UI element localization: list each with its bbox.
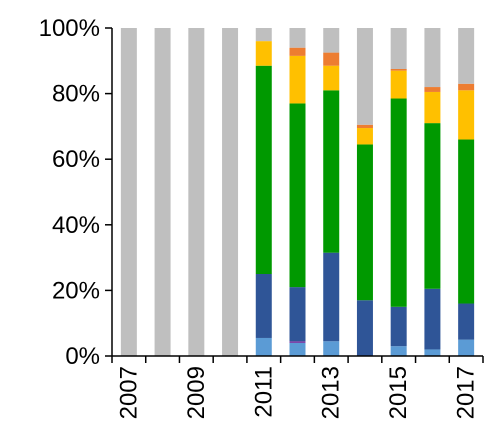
bar-segment-2017-s3 (458, 139, 475, 304)
bar-segment-2011-s2 (255, 274, 272, 338)
bar-segment-2012-s0 (289, 342, 306, 356)
bar-segment-2014-s3 (356, 144, 373, 301)
bar-segment-2012-s6 (289, 28, 306, 48)
y-tick-label: 20% (52, 277, 100, 304)
bar-segment-2014-s4 (356, 128, 373, 145)
x-tick-label-2017: 2017 (453, 366, 480, 419)
bar-segment-2017-s6 (458, 28, 475, 84)
y-tick-label: 0% (65, 343, 100, 370)
bar-segment-2016-s6 (424, 28, 441, 88)
bar-segment-2016-s2 (424, 288, 441, 350)
bar-segment-2014-s6 (356, 28, 373, 125)
bar-segment-2014-s5 (356, 124, 373, 129)
x-tick-label-2013: 2013 (318, 366, 345, 419)
y-tick-labels: 0% 20% 40% 60% 80% 100% (39, 15, 100, 370)
bar-segment-2013-s3 (323, 90, 340, 253)
bar-segment-2015-s4 (390, 70, 407, 99)
bar-segment-2011-s0 (255, 337, 272, 356)
bar-segment-2011-s4 (255, 41, 272, 66)
x-tick-label-2009: 2009 (183, 366, 210, 419)
x-tick-labels: 2007 2009 2011 2013 2015 2017 (115, 366, 479, 419)
bar-segment-2016-s0 (424, 349, 441, 356)
bar-segment-2012-s1 (289, 341, 306, 343)
bar-segment-2013-s6 (323, 28, 340, 53)
axes-group (105, 27, 484, 363)
bar-segment-2008-s6 (154, 28, 171, 356)
y-tick-label: 100% (39, 15, 100, 42)
bar-segment-2013-s0 (323, 341, 340, 356)
bar-segment-2015-s0 (390, 346, 407, 356)
bars-group (120, 28, 475, 356)
y-tick-label: 60% (52, 146, 100, 173)
bar-segment-2014-s2 (356, 300, 373, 356)
bar-segment-2007-s6 (120, 28, 137, 356)
bar-segment-2016-s4 (424, 91, 441, 124)
bar-segment-2011-s6 (255, 28, 272, 42)
x-tick-label-2007: 2007 (115, 366, 142, 419)
bar-segment-2016-s5 (424, 87, 441, 92)
bar-segment-2015-s3 (390, 98, 407, 307)
bar-segment-2009-s6 (188, 28, 205, 356)
bar-segment-2017-s0 (458, 339, 475, 356)
bar-segment-2017-s2 (458, 303, 475, 340)
bar-segment-2015-s5 (390, 69, 407, 71)
bar-segment-2013-s2 (323, 252, 340, 342)
x-tick-label-2015: 2015 (385, 366, 412, 419)
y-tick-label: 80% (52, 81, 100, 108)
bar-segment-2013-s4 (323, 65, 340, 91)
bar-segment-2011-s3 (255, 65, 272, 274)
bar-segment-2015-s6 (390, 28, 407, 69)
bar-segment-2012-s2 (289, 287, 306, 342)
bar-segment-2012-s4 (289, 55, 306, 104)
bar-segment-2017-s5 (458, 83, 475, 91)
bar-segment-2010-s6 (222, 28, 239, 356)
bar-segment-2013-s5 (323, 52, 340, 66)
bar-segment-2015-s2 (390, 306, 407, 347)
bar-segment-2017-s4 (458, 90, 475, 140)
bar-segment-2012-s5 (289, 47, 306, 56)
x-tick-label-2011: 2011 (250, 366, 277, 418)
bar-segment-2012-s3 (289, 103, 306, 288)
y-tick-label: 40% (52, 212, 100, 239)
bar-segment-2016-s3 (424, 123, 441, 289)
